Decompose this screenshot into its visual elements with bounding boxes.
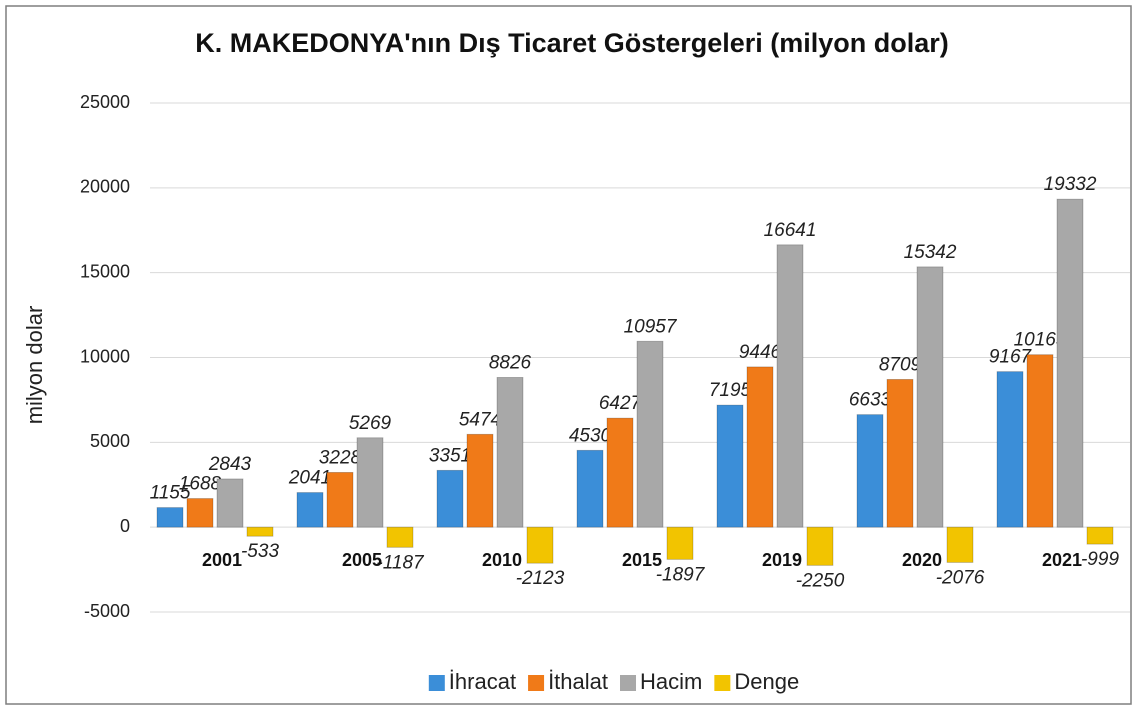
data-label: 2041 bbox=[288, 468, 331, 489]
bar bbox=[156, 507, 184, 528]
data-label: 8826 bbox=[489, 352, 532, 373]
bar bbox=[776, 244, 804, 528]
bar bbox=[386, 526, 414, 548]
legend-swatch bbox=[714, 675, 731, 691]
x-tick-label: 2001 bbox=[202, 550, 242, 570]
chart-title: K. MAKEDONYA'nın Dış Ticaret Göstergeler… bbox=[195, 28, 949, 58]
data-label: 10165 bbox=[1014, 330, 1067, 351]
y-tick-label: 0 bbox=[120, 516, 130, 536]
chart-border bbox=[5, 5, 1132, 705]
bar bbox=[1086, 526, 1114, 545]
x-tick-label: 2019 bbox=[762, 550, 802, 570]
data-label: -1187 bbox=[376, 552, 425, 573]
data-label: 1155 bbox=[150, 483, 191, 504]
data-label: 10957 bbox=[624, 316, 678, 337]
data-label: 4530 bbox=[569, 425, 612, 446]
data-label: 2843 bbox=[208, 454, 252, 475]
data-label: -1897 bbox=[656, 564, 706, 585]
bar bbox=[636, 340, 664, 528]
bar bbox=[946, 526, 974, 563]
legend-swatch bbox=[528, 675, 545, 691]
bar bbox=[716, 404, 744, 528]
y-axis-label: milyon dolar bbox=[22, 306, 47, 425]
data-label: 1688 bbox=[179, 474, 222, 495]
bar bbox=[326, 471, 354, 528]
data-label: 9167 bbox=[989, 347, 1033, 368]
bar bbox=[1056, 198, 1084, 528]
data-label: -999 bbox=[1081, 549, 1119, 570]
data-label: 5269 bbox=[349, 413, 392, 434]
legend-label: İhracat bbox=[449, 669, 516, 694]
bar bbox=[996, 371, 1024, 528]
y-tick-label: 20000 bbox=[80, 177, 130, 197]
legend-label: İthalat bbox=[548, 669, 608, 694]
legend-swatch bbox=[620, 675, 637, 691]
data-label: 3228 bbox=[319, 447, 362, 468]
data-label: 15342 bbox=[904, 242, 957, 263]
bar bbox=[916, 266, 944, 528]
legend-label: Denge bbox=[734, 669, 799, 694]
bar bbox=[746, 366, 774, 528]
bar bbox=[296, 492, 324, 528]
x-tick-label: 2015 bbox=[622, 550, 662, 570]
data-label: -2123 bbox=[516, 568, 565, 589]
y-tick-label: 10000 bbox=[80, 346, 130, 366]
x-tick-label: 2005 bbox=[342, 550, 382, 570]
y-tick-label: -5000 bbox=[84, 601, 130, 621]
y-tick-label: 25000 bbox=[80, 92, 130, 112]
bar bbox=[466, 433, 494, 528]
data-label: -533 bbox=[241, 541, 279, 562]
data-label: -2076 bbox=[936, 567, 985, 588]
data-label: 8709 bbox=[879, 354, 922, 375]
data-label: 16641 bbox=[764, 220, 817, 241]
data-label: 9446 bbox=[739, 342, 782, 363]
bar bbox=[856, 414, 884, 528]
bar bbox=[246, 526, 274, 537]
bar bbox=[526, 526, 554, 564]
data-label: 7195 bbox=[709, 380, 752, 401]
bar bbox=[606, 417, 634, 528]
legend-label: Hacim bbox=[640, 669, 702, 694]
bar bbox=[436, 469, 464, 528]
bar bbox=[1026, 354, 1054, 528]
bar bbox=[216, 478, 244, 528]
data-label: 3351 bbox=[429, 445, 471, 466]
x-tick-label: 2010 bbox=[482, 550, 522, 570]
legend-swatch bbox=[428, 675, 445, 691]
y-tick-label: 15000 bbox=[80, 261, 130, 281]
x-tick-label: 2021 bbox=[1042, 550, 1082, 570]
bar bbox=[186, 498, 214, 528]
bar bbox=[576, 449, 604, 528]
data-label: 5474 bbox=[459, 409, 501, 430]
y-tick-label: 5000 bbox=[90, 431, 130, 451]
data-label: 6427 bbox=[599, 393, 643, 414]
bar bbox=[496, 377, 524, 528]
bar bbox=[666, 526, 694, 560]
x-tick-label: 2020 bbox=[902, 550, 942, 570]
bar bbox=[356, 437, 384, 528]
data-label: -2250 bbox=[796, 570, 845, 591]
data-label: 19332 bbox=[1044, 174, 1097, 195]
data-label: 6633 bbox=[849, 390, 892, 411]
bar bbox=[806, 526, 834, 566]
bar bbox=[886, 379, 914, 528]
